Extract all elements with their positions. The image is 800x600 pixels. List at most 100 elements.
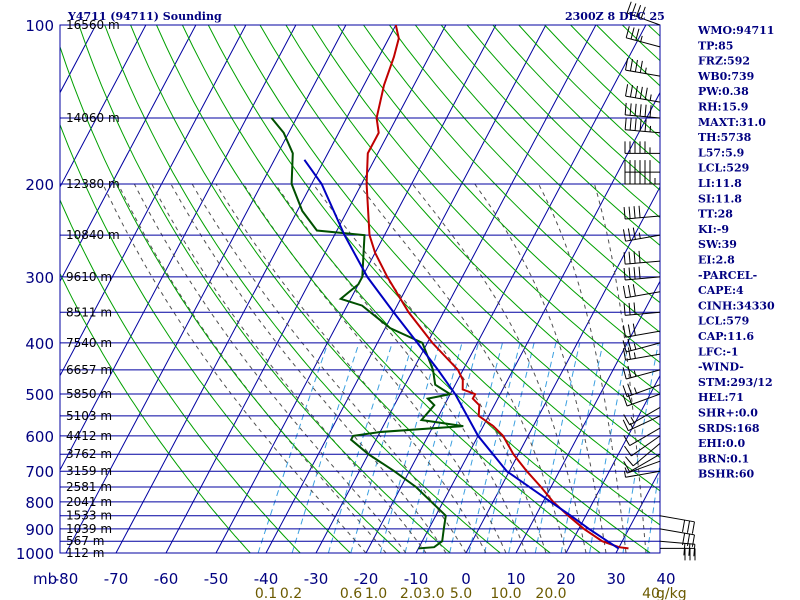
mixing-ratio-line (560, 342, 604, 553)
dry-adiabat (570, 25, 660, 112)
chart-title: Y4711 (94711) Sounding (67, 10, 222, 23)
dry-adiabat (544, 25, 660, 138)
isotherm-line (65, 25, 347, 553)
index-label: LCL:529 (698, 162, 749, 175)
dry-adiabat (181, 25, 652, 553)
height-label: 1039 m (66, 522, 112, 536)
chart-time: 2300Z 8 DEC 25 (565, 10, 665, 23)
wind-barb (624, 141, 660, 154)
mixing-ratio-line (622, 342, 659, 553)
wind-barb (622, 347, 661, 361)
isotherm-line (365, 25, 647, 553)
index-label: PW:0.38 (698, 85, 749, 98)
moist-adiabat (412, 183, 587, 553)
index-label: LFC:-1 (698, 345, 739, 358)
wind-barb (624, 102, 661, 119)
temperature-tick-label: 10 (506, 570, 525, 588)
dry-adiabat (363, 25, 660, 333)
height-label: 16560 m (66, 18, 120, 32)
index-label: TT:28 (698, 208, 733, 221)
height-label: 567 m (66, 534, 104, 548)
mixing-ratio-tick-label: 10.0 (490, 586, 521, 600)
wind-barb (623, 266, 661, 281)
dry-adiabat (104, 25, 502, 553)
wind-barb (624, 171, 660, 185)
dry-adiabat (233, 25, 660, 492)
dry-adiabat (388, 25, 660, 304)
index-label: EI:2.8 (698, 254, 735, 267)
temperature-tick-label: -10 (404, 570, 429, 588)
dry-adiabat (60, 123, 352, 553)
index-label: -WIND- (698, 361, 744, 374)
wind-barbs (622, 1, 696, 561)
temperature-tick-label: 30 (606, 570, 625, 588)
dry-adiabat (259, 25, 660, 459)
height-label: 5850 m (66, 387, 112, 401)
index-label: WB0:739 (697, 70, 754, 83)
height-label: 4412 m (66, 429, 112, 443)
pressure-tick-label: 100 (25, 17, 54, 35)
wind-barb (624, 435, 661, 457)
pressure-tick-label: 600 (25, 428, 54, 446)
pressure-unit-label: mb (33, 570, 57, 588)
wind-barb (622, 338, 661, 353)
moist-adiabat (593, 183, 647, 553)
wind-barb (623, 470, 661, 478)
pressure-tick-label: 700 (25, 463, 54, 481)
height-label: 6657 m (66, 363, 112, 377)
height-label: 7540 m (66, 336, 112, 350)
temperature-tick-label: 20 (556, 570, 575, 588)
moist-adiabat (312, 183, 547, 553)
index-label: SHR+:0.0 (698, 407, 758, 420)
isotherm-line (115, 25, 397, 553)
moist-adiabat (191, 183, 467, 553)
pressure-tick-label: 800 (25, 494, 54, 512)
wind-barb (622, 383, 661, 398)
isotherm-line (265, 25, 547, 553)
dry-adiabat (337, 25, 660, 364)
index-label: BRN:0.1 (698, 452, 749, 465)
height-label: 12380 m (66, 177, 120, 191)
wind-barb (623, 302, 661, 316)
dry-adiabat (60, 45, 402, 553)
temperature-tick-label: 0 (461, 570, 471, 588)
wind-barb (623, 205, 661, 220)
dry-adiabat (207, 25, 660, 526)
isobar-grid (60, 24, 660, 554)
wind-barb (623, 406, 661, 426)
index-label: TP:85 (698, 39, 733, 52)
height-label: 9610 m (66, 270, 112, 284)
wind-barb (625, 84, 661, 103)
index-label: LI:11.8 (698, 177, 742, 190)
plot-border (59, 24, 661, 554)
moist-adiabat (215, 183, 487, 553)
height-label: 2581 m (66, 480, 112, 494)
index-label: STM:293/12 (698, 376, 773, 389)
temperature-axis: -80 -70 -60 -50 -40 -30 -20 -10 0 10 20 30 40 (54, 570, 676, 588)
wind-barb (623, 250, 661, 265)
isotherm-line (165, 25, 447, 553)
sounding-profiles (270, 25, 629, 550)
mixing-ratio-axis: 0.1 0.2 0.6 1.0 2.0 3.0 5.0 10.0 20.0 40 (255, 586, 660, 600)
temperature-tick-label: -70 (104, 570, 129, 588)
moist-adiabat (102, 183, 367, 553)
dry-adiabat (130, 25, 552, 553)
dry-adiabat (285, 25, 660, 426)
wind-barb (659, 540, 696, 557)
height-label: 2041 m (66, 495, 112, 509)
wind-barb (659, 515, 695, 534)
index-label: SW:39 (698, 238, 737, 251)
temperature-tick-label: -80 (54, 570, 79, 588)
pressure-axis: 100 200 300 400 500 600 700 800 900 1000 (16, 17, 54, 563)
mixing-ratio-tick-label: 20.0 (535, 586, 566, 600)
index-label: BSHR:60 (698, 468, 754, 481)
mixing-ratio-line (422, 342, 479, 553)
pressure-tick-label: 300 (25, 269, 54, 287)
height-label: 5103 m (66, 409, 112, 423)
dry-adiabat (60, 198, 301, 553)
isotherm-line (415, 91, 660, 553)
wind-barb (623, 427, 661, 447)
dry-adiabat (414, 25, 660, 275)
index-label: CAP:11.6 (698, 330, 754, 343)
